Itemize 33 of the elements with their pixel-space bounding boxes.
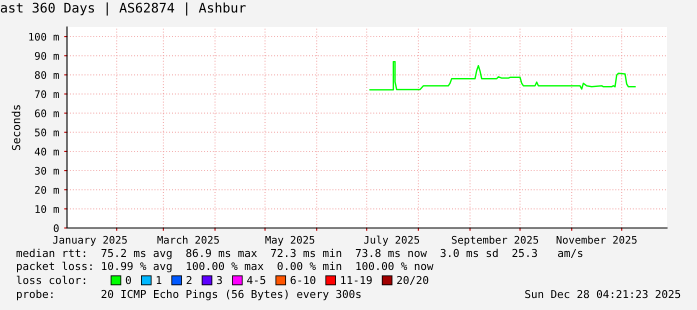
text: median rtt: 75.2 ms avg 86.9 ms max 72.3 ms min 73.8 ms now 3.0 ms sd 25.3 am/s xyxy=(16,248,582,260)
x-tick-label: January 2025 xyxy=(52,236,127,246)
y-tick-label: 60 m xyxy=(34,109,59,118)
legend-label: 20/20 xyxy=(397,276,428,286)
y-tick-label: 30 m xyxy=(34,166,59,175)
x-tick-label: November 2025 xyxy=(556,236,637,244)
text: Sun Dec 28 04:21:23 2025 xyxy=(525,290,680,298)
x-tick-label: March 2025 xyxy=(157,236,219,244)
legend-label: 3 xyxy=(216,276,222,284)
x-tick-label: May 2025 xyxy=(265,236,314,246)
y-tick-label: 100 m xyxy=(29,32,59,41)
x-tick-label: September 2025 xyxy=(452,236,538,246)
y-tick-label: 10 m xyxy=(36,205,59,213)
y-tick-label: 40 m xyxy=(34,148,59,156)
text: loss color: xyxy=(16,276,86,284)
legend-label: 2 xyxy=(186,276,192,284)
y-tick-label: 0 xyxy=(54,224,59,232)
text: packet loss: 10.99 % avg 100.00 % max 0.00 % min 100.00 % now xyxy=(17,262,434,272)
line-series xyxy=(369,60,636,90)
legend-label: 11-19 xyxy=(341,276,372,284)
y-tick-label: 90 m xyxy=(34,52,59,60)
chart-title: ast 360 Days | AS62874 | Ashbur xyxy=(0,2,246,16)
legend-label: 6-10 xyxy=(290,276,316,284)
y-tick-label: 70 m xyxy=(34,90,59,98)
legend-label: 0 xyxy=(126,276,131,284)
y-tick-label: 50 m xyxy=(35,128,59,136)
text: probe: 20 ICMP Echo Pings (56 Bytes) every 300s xyxy=(17,290,361,300)
legend-label: 1 xyxy=(156,276,162,284)
y-tick-label: 80 m xyxy=(34,71,59,79)
y-axis-title: Seconds xyxy=(12,105,20,150)
legend-label: 4-5 xyxy=(247,276,266,284)
y-tick-label: 20 m xyxy=(35,186,59,194)
x-tick-label: July 2025 xyxy=(364,236,420,246)
